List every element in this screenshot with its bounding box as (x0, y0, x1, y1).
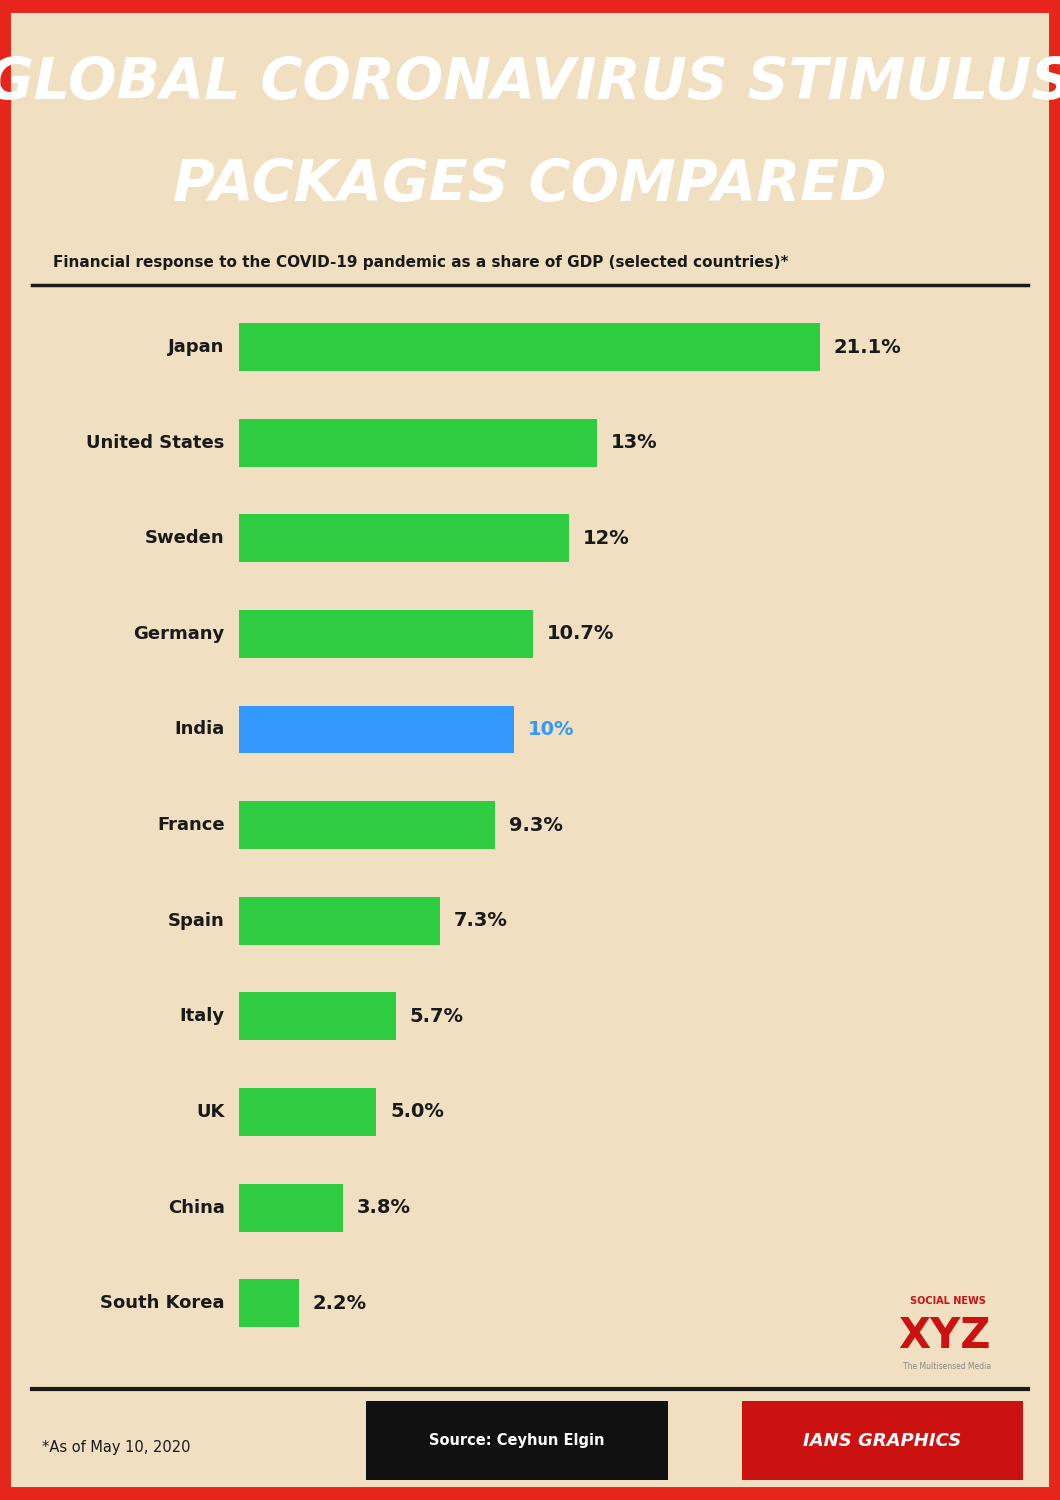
Text: 5.0%: 5.0% (390, 1102, 444, 1122)
Text: Germany: Germany (134, 626, 225, 644)
Bar (366, 1401, 668, 1480)
Text: 5.7%: 5.7% (409, 1007, 463, 1026)
Text: XYZ: XYZ (899, 1314, 991, 1356)
Bar (238, 705, 514, 753)
Text: PACKAGES COMPARED: PACKAGES COMPARED (173, 159, 887, 213)
Text: China: China (167, 1198, 225, 1216)
Text: Spain: Spain (167, 912, 225, 930)
Text: United States: United States (86, 433, 225, 451)
Bar (238, 514, 569, 562)
Text: Source: Ceyhun Elgin: Source: Ceyhun Elgin (429, 1432, 604, 1448)
Text: 12%: 12% (583, 530, 630, 548)
Text: Italy: Italy (179, 1008, 225, 1026)
Bar (742, 1401, 1023, 1480)
Text: The Multisensed Media: The Multisensed Media (903, 1362, 991, 1371)
Text: Financial response to the COVID-19 pandemic as a share of GDP (selected countrie: Financial response to the COVID-19 pande… (53, 255, 789, 270)
Bar (238, 897, 440, 945)
Bar (238, 1088, 376, 1136)
Text: 13%: 13% (611, 433, 657, 451)
Text: Sweden: Sweden (145, 530, 225, 548)
Bar (238, 1184, 343, 1231)
Text: 3.8%: 3.8% (357, 1198, 411, 1216)
Text: IANS GRAPHICS: IANS GRAPHICS (803, 1431, 961, 1449)
Text: UK: UK (196, 1102, 225, 1120)
Bar (238, 801, 495, 849)
Bar (238, 419, 597, 466)
Bar (238, 1280, 299, 1328)
Text: France: France (157, 816, 225, 834)
Text: *As of May 10, 2020: *As of May 10, 2020 (42, 1440, 191, 1455)
Text: India: India (175, 720, 225, 738)
Text: SOCIAL NEWS: SOCIAL NEWS (909, 1296, 986, 1306)
Text: 7.3%: 7.3% (454, 910, 508, 930)
Text: 2.2%: 2.2% (313, 1293, 367, 1312)
Text: 10.7%: 10.7% (547, 624, 615, 644)
Bar (238, 610, 533, 658)
Bar (238, 322, 820, 370)
Text: South Korea: South Korea (101, 1294, 225, 1312)
Text: 21.1%: 21.1% (834, 338, 902, 357)
Text: GLOBAL CORONAVIRUS STIMULUS: GLOBAL CORONAVIRUS STIMULUS (0, 56, 1060, 111)
Text: 10%: 10% (528, 720, 575, 740)
Text: 9.3%: 9.3% (509, 816, 563, 834)
Bar (238, 993, 395, 1041)
Text: Japan: Japan (169, 338, 225, 356)
